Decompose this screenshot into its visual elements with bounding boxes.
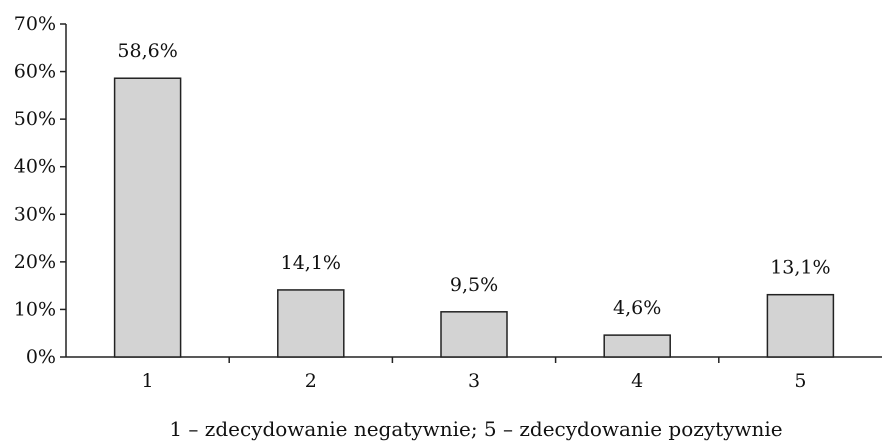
chart-caption: 1 – zdecydowanie negatywnie; 5 – zdecydo… [169, 417, 782, 441]
bar-value-label: 14,1% [281, 252, 341, 274]
x-tick-label: 1 [142, 370, 154, 392]
y-tick-label: 20% [14, 251, 56, 273]
y-axis: 0% 10% 20% 30% 40% 50% 60% 70% [14, 13, 67, 368]
bar-value-label: 4,6% [613, 297, 661, 319]
y-tick-label: 40% [14, 156, 56, 178]
bar-value-label: 58,6% [117, 40, 177, 62]
bar-value-label: 9,5% [450, 274, 498, 296]
bar [277, 289, 345, 358]
x-tick-label: 3 [468, 370, 480, 392]
y-tick-label: 70% [14, 13, 56, 35]
y-tick-label: 60% [14, 61, 56, 83]
bar-value-label: 13,1% [770, 257, 830, 279]
bar [766, 293, 835, 358]
x-tick-label: 5 [794, 370, 806, 392]
x-axis: 1 2 3 4 5 [66, 356, 882, 392]
bar [603, 334, 671, 358]
y-tick-label: 50% [14, 108, 56, 130]
y-tick-label: 0% [26, 346, 56, 368]
data-labels: 58,6% 14,1% 9,5% 4,6% 13,1% [117, 40, 830, 319]
x-tick-label: 2 [305, 370, 317, 392]
y-tick-label: 10% [14, 298, 56, 320]
bars [113, 77, 835, 358]
x-tick-label: 4 [631, 370, 643, 392]
y-tick-label: 30% [14, 203, 56, 225]
bar [440, 311, 508, 358]
bar [113, 77, 182, 358]
